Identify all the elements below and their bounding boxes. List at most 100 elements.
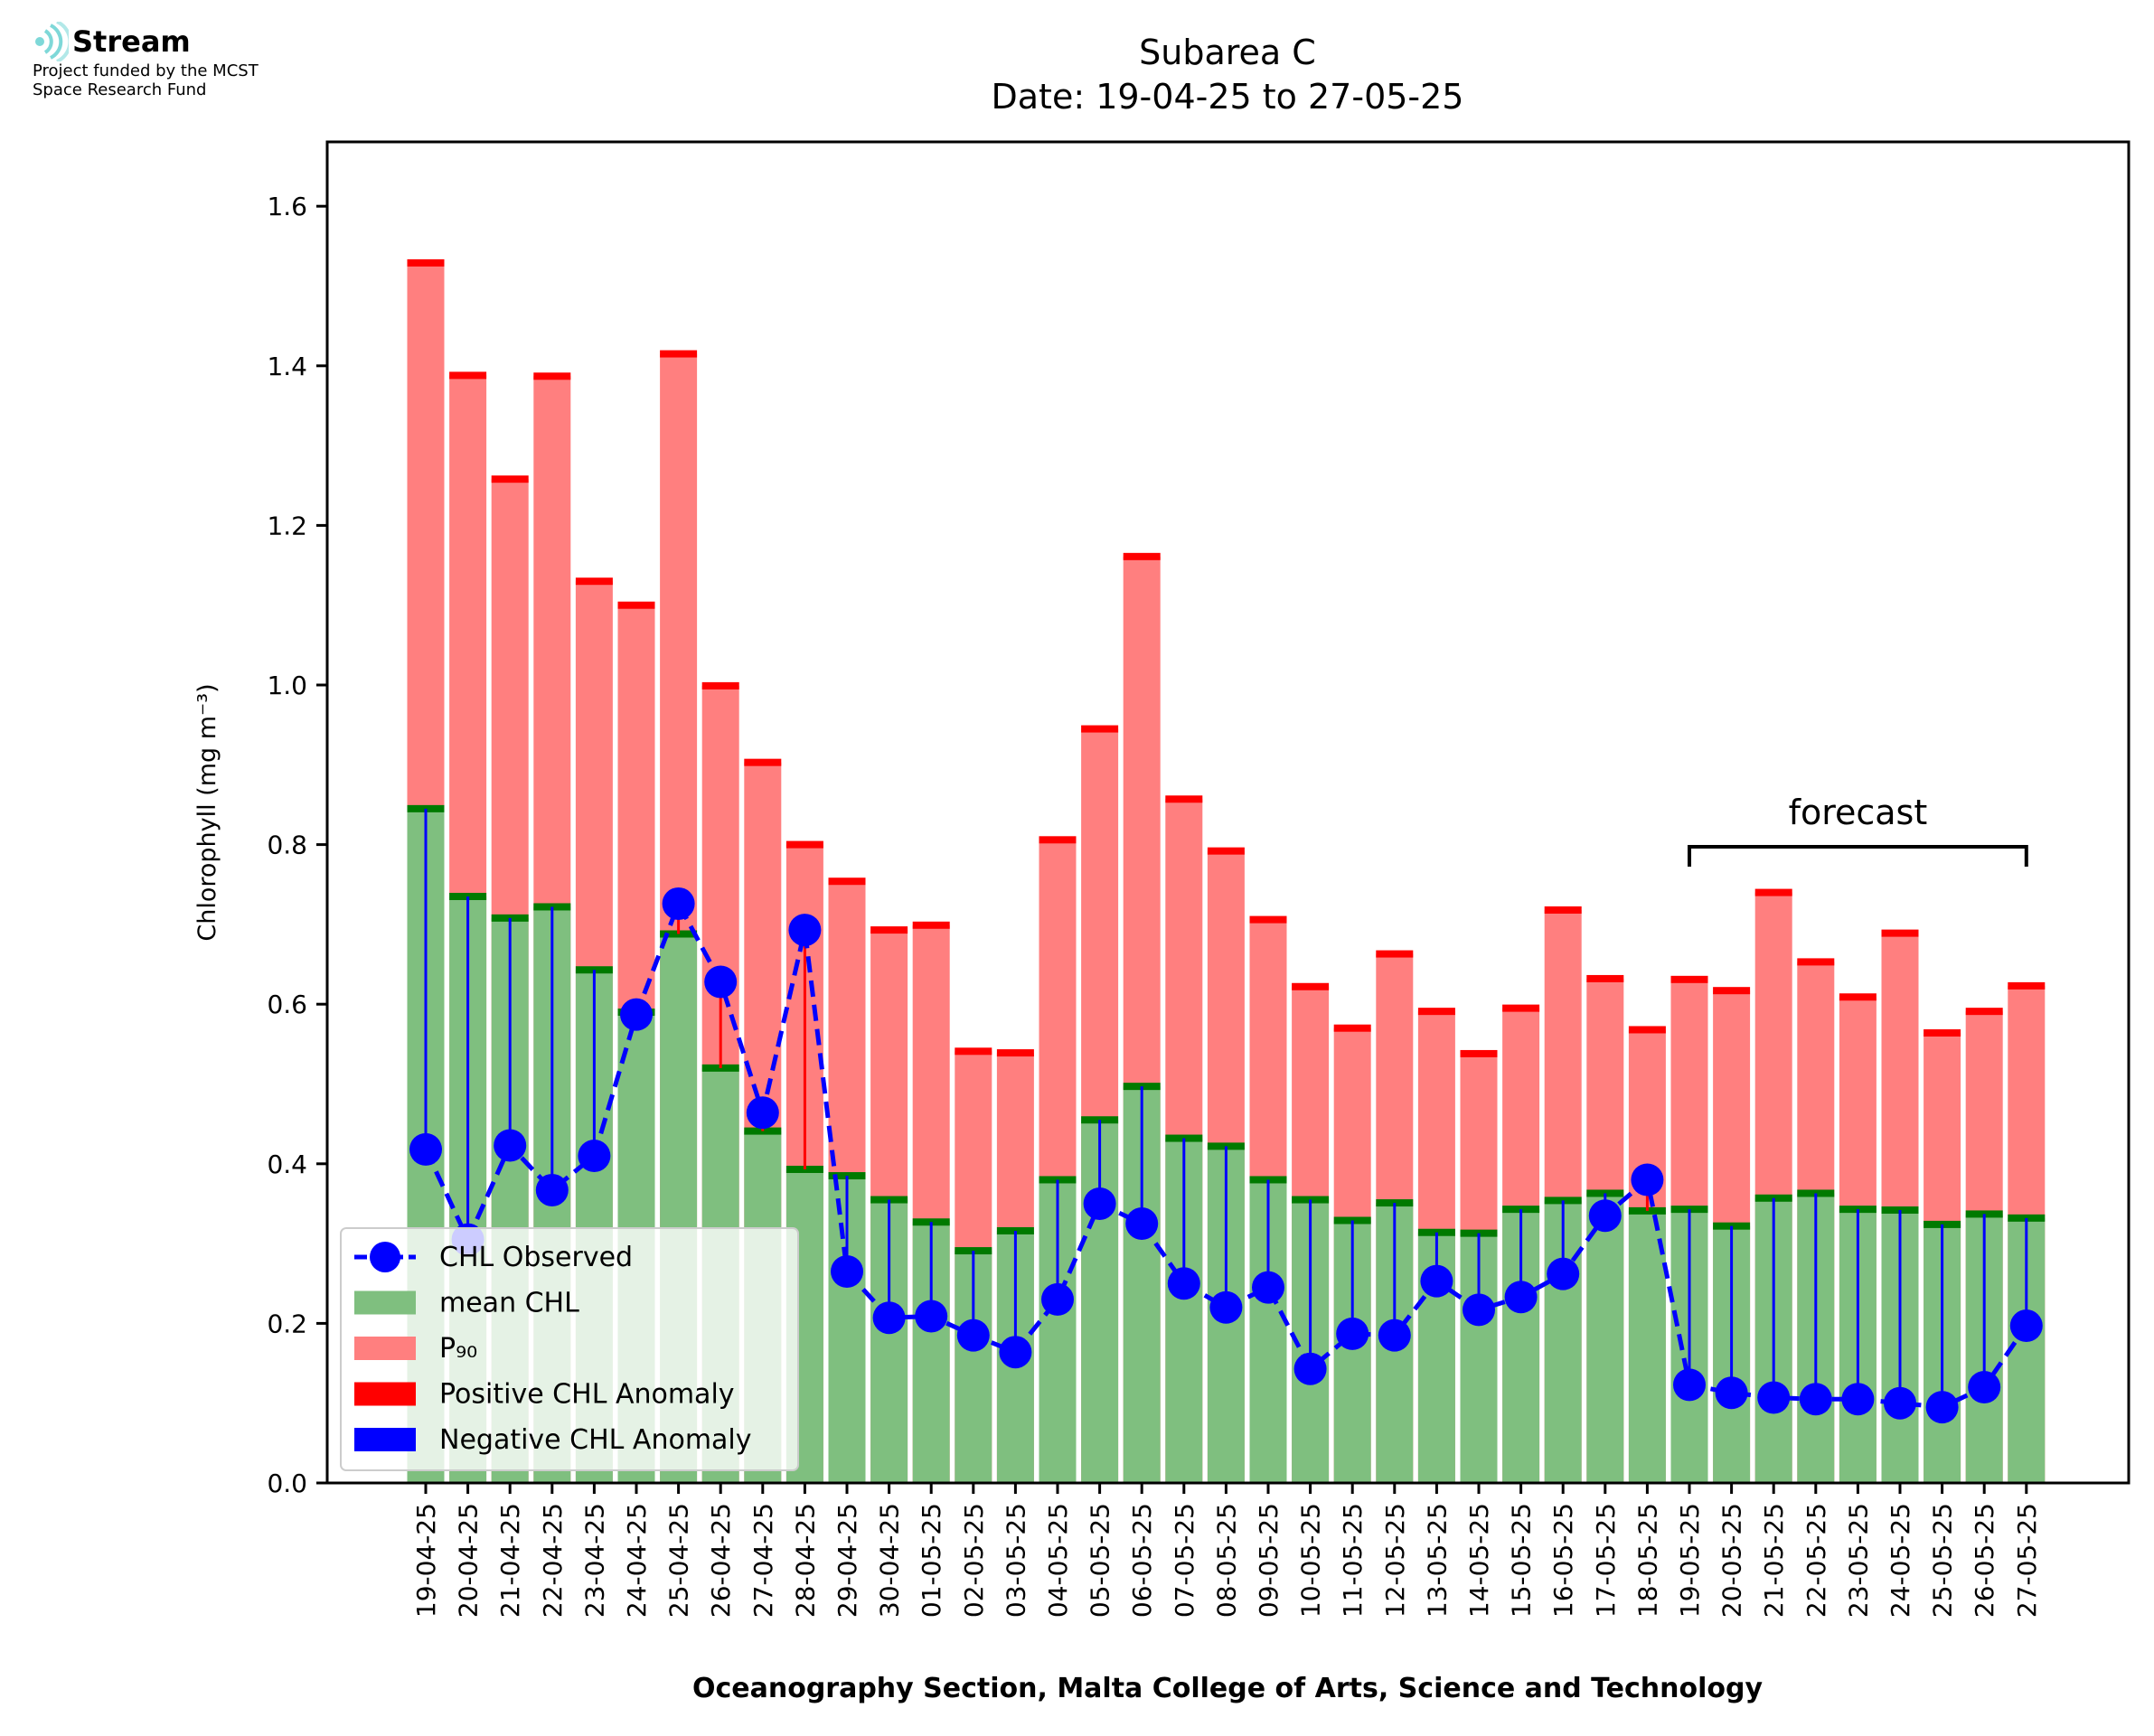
x-tick-label: 21-04-25 bbox=[495, 1503, 525, 1618]
legend-label: P₉₀ bbox=[439, 1333, 477, 1365]
logo-brand: Stream bbox=[72, 24, 191, 59]
y-axis-label: Chlorophyll (mg m⁻³) bbox=[193, 683, 221, 941]
p90-cap bbox=[1249, 915, 1287, 924]
x-tick-label: 23-05-25 bbox=[1843, 1503, 1873, 1618]
x-axis: 19-04-25 20-04-25 21-04-25 22-04-25 23-04-25… bbox=[411, 1483, 2042, 1618]
p90-cap bbox=[1502, 1004, 1540, 1012]
observed-point bbox=[746, 1096, 779, 1130]
observed-point bbox=[1209, 1290, 1243, 1324]
observed-point bbox=[831, 1255, 863, 1289]
p90-cap bbox=[1965, 1008, 2003, 1016]
observed-point bbox=[1125, 1207, 1159, 1241]
observed-point bbox=[1420, 1264, 1453, 1298]
observed-point bbox=[494, 1129, 527, 1162]
y-axis: 0.0 0.2 0.4 0.6 0.8 1.0 1.2 1.4 1.6 bbox=[267, 192, 327, 1498]
observed-point bbox=[1799, 1383, 1832, 1416]
p90-cap bbox=[2008, 981, 2046, 990]
x-tick-label: 25-05-25 bbox=[1928, 1503, 1958, 1618]
x-tick-label: 23-04-25 bbox=[579, 1503, 609, 1618]
p90-cap bbox=[660, 350, 698, 358]
legend: CHL Observed mean CHL P₉₀ Positive CHL Anom… bbox=[340, 1227, 799, 1471]
observed-point bbox=[1083, 1187, 1116, 1220]
p90-cap bbox=[744, 758, 782, 766]
x-tick-label: 11-05-25 bbox=[1338, 1503, 1368, 1618]
p90-cap bbox=[407, 258, 445, 267]
observed-point bbox=[1293, 1352, 1327, 1385]
observed-point bbox=[1884, 1386, 1916, 1420]
x-tick-label: 14-05-25 bbox=[1464, 1503, 1494, 1618]
p90-cap bbox=[1207, 847, 1245, 855]
p90-cap bbox=[1586, 974, 1624, 982]
p90-cap bbox=[1039, 836, 1077, 844]
observed-point bbox=[1252, 1271, 1284, 1304]
x-tick-label: 29-04-25 bbox=[832, 1503, 862, 1618]
p90-cap bbox=[449, 371, 487, 380]
y-tick-label: 0.6 bbox=[267, 990, 307, 1019]
observed-point bbox=[1504, 1281, 1538, 1314]
y-tick-label: 1.6 bbox=[267, 192, 307, 221]
logo-line-1: Project funded by the MCST bbox=[33, 61, 259, 80]
x-tick-label: 26-04-25 bbox=[706, 1503, 736, 1618]
p90-cap bbox=[575, 577, 613, 586]
x-tick-label: 19-04-25 bbox=[411, 1503, 441, 1618]
x-tick-label: 28-04-25 bbox=[790, 1503, 820, 1618]
observed-point bbox=[999, 1336, 1032, 1369]
legend-label: mean CHL bbox=[439, 1288, 579, 1319]
observed-point bbox=[620, 998, 653, 1031]
stream-waves-icon bbox=[35, 22, 69, 61]
chart-subtitle: Date: 19-04-25 to 27-05-25 bbox=[992, 77, 1464, 117]
observed-point bbox=[1757, 1381, 1791, 1414]
observed-point bbox=[1715, 1376, 1748, 1410]
x-tick-label: 21-05-25 bbox=[1759, 1503, 1789, 1618]
legend-label: Negative CHL Anomaly bbox=[439, 1424, 752, 1456]
legend-label: CHL Observed bbox=[439, 1242, 633, 1273]
p90-cap bbox=[1292, 982, 1330, 990]
p90-cap bbox=[1628, 1026, 1666, 1034]
p90-cap bbox=[1797, 958, 1835, 966]
x-tick-label: 13-05-25 bbox=[1422, 1503, 1452, 1618]
legend-patch-swatch bbox=[354, 1337, 416, 1360]
x-tick-label: 15-05-25 bbox=[1507, 1503, 1537, 1618]
x-tick-label: 01-05-25 bbox=[917, 1503, 946, 1618]
observed-point bbox=[662, 887, 695, 920]
forecast-label: forecast bbox=[1789, 793, 1928, 832]
p90-cap bbox=[955, 1047, 992, 1056]
x-tick-label: 06-05-25 bbox=[1127, 1503, 1157, 1618]
x-tick-label: 20-05-25 bbox=[1717, 1503, 1747, 1618]
stream-logo: Stream Project funded by the MCST Space … bbox=[33, 22, 259, 99]
observed-point bbox=[1336, 1317, 1369, 1350]
x-tick-label: 03-05-25 bbox=[1001, 1503, 1030, 1618]
y-tick-label: 0.0 bbox=[267, 1469, 307, 1498]
observed-point bbox=[2009, 1309, 2043, 1343]
p90-cap bbox=[1924, 1028, 1961, 1037]
observed-point bbox=[915, 1300, 948, 1333]
x-tick-label: 18-05-25 bbox=[1632, 1503, 1662, 1618]
observed-point bbox=[1041, 1282, 1074, 1316]
y-tick-label: 0.8 bbox=[267, 830, 307, 860]
p90-cap bbox=[1713, 987, 1751, 995]
y-tick-label: 1.4 bbox=[267, 352, 307, 381]
observed-point bbox=[956, 1318, 990, 1352]
forecast-bracket: forecast bbox=[1688, 793, 2028, 867]
x-tick-label: 17-05-25 bbox=[1591, 1503, 1621, 1618]
x-tick-label: 30-04-25 bbox=[875, 1503, 905, 1618]
observed-point bbox=[1968, 1371, 2001, 1404]
x-tick-label: 05-05-25 bbox=[1086, 1503, 1115, 1618]
observed-point bbox=[704, 965, 738, 999]
x-tick-label: 08-05-25 bbox=[1211, 1503, 1241, 1618]
x-tick-label: 24-05-25 bbox=[1886, 1503, 1915, 1618]
p90-cap bbox=[1333, 1024, 1371, 1032]
observed-point bbox=[1925, 1391, 1959, 1424]
p90-cap bbox=[870, 926, 908, 934]
x-axis-label: Oceanography Section, Malta College of A… bbox=[692, 1673, 1764, 1704]
p90-cap bbox=[996, 1049, 1034, 1057]
x-tick-label: 26-05-25 bbox=[1970, 1503, 1999, 1618]
x-tick-label: 25-04-25 bbox=[664, 1503, 694, 1618]
x-tick-label: 12-05-25 bbox=[1380, 1503, 1410, 1618]
x-tick-label: 22-05-25 bbox=[1801, 1503, 1831, 1618]
p90-cap bbox=[491, 475, 529, 483]
observed-point bbox=[535, 1173, 569, 1206]
p90-cap bbox=[828, 877, 866, 886]
p90-cap bbox=[1165, 795, 1203, 803]
p90-cap bbox=[1670, 975, 1708, 983]
